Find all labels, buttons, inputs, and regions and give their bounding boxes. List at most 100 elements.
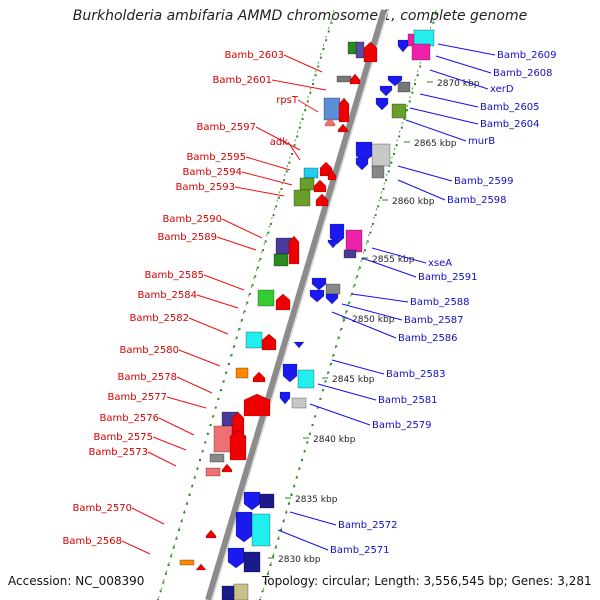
gene-arrow (195, 563, 207, 571)
gene-feature (345, 229, 363, 253)
gene-arrow (229, 429, 247, 461)
leader-line (409, 107, 479, 125)
strand-dot (188, 494, 191, 497)
gene-label: Bamb_2588 (410, 297, 470, 308)
leader-line (277, 529, 329, 551)
leader-line (419, 93, 479, 108)
leader-line (331, 359, 385, 375)
chromosome-backbone (157, 9, 437, 600)
strand-dot (364, 249, 367, 252)
gene-label: xseA (428, 258, 452, 269)
strand-dot (280, 529, 283, 532)
strand-dot (371, 222, 374, 225)
strand-dot (227, 362, 230, 365)
scale-label: 2860 kbp (392, 197, 435, 207)
scale-label: 2850 kbp (352, 315, 395, 325)
gene-label: Bamb_2573 (88, 447, 148, 458)
gene-arrow (338, 97, 350, 123)
gene-label: Bamb_2589 (157, 232, 217, 243)
gene-feature (355, 41, 365, 59)
gene-feature (179, 559, 195, 566)
leader-line (371, 247, 427, 264)
strand-dot (387, 170, 390, 173)
gene-label: Bamb_2608 (493, 68, 553, 79)
gene-label: Bamb_2582 (129, 313, 189, 324)
strand-dot (333, 13, 335, 15)
gene-features (179, 29, 435, 600)
leader-line (158, 417, 195, 436)
strand-dot (345, 310, 348, 313)
gene-arrow (379, 85, 393, 97)
strand-dot (248, 292, 251, 295)
gene-arrow (375, 97, 389, 111)
scale-ticks: 2870 kbp 2865 kbp 2860 kbp 2855 kbp 2850 kbp… (268, 79, 480, 565)
gene-label: Bamb_2586 (398, 333, 458, 344)
strand-dot (262, 249, 265, 252)
gene-label: xerD (490, 84, 514, 95)
strand-dot (406, 109, 409, 112)
strand-dot (311, 82, 314, 85)
strand-dot (392, 152, 395, 155)
strand-dot (277, 537, 280, 540)
gene-feature (336, 75, 352, 83)
gene-arrow (349, 73, 361, 85)
strand-dot (413, 82, 416, 85)
strand-dot (269, 222, 272, 225)
leader-line (331, 311, 397, 339)
gene-label: Bamb_2577 (107, 392, 167, 403)
leader-line (435, 55, 492, 74)
scale-label: 2870 kbp (437, 79, 480, 89)
backbone-highlight (211, 9, 389, 600)
gene-label: Bamb_2601 (212, 75, 272, 86)
leader-line (121, 540, 151, 555)
strand-dot (337, 336, 340, 339)
strand-dot (350, 292, 353, 295)
strand-dot (390, 161, 393, 164)
gene-arrow (221, 463, 233, 473)
strand-dot (403, 117, 406, 120)
gene-label: Bamb_2604 (480, 119, 540, 130)
strand-dot (285, 170, 288, 173)
strand-dot (325, 39, 328, 42)
strand-dot (287, 502, 290, 505)
genome-summary-text: Topology: circular; Length: 3,556,545 bp… (262, 574, 592, 588)
strand-dot (185, 502, 188, 505)
leader-line (221, 218, 263, 239)
gene-feature (323, 97, 341, 121)
strand-dot (298, 126, 301, 129)
leader-line (245, 156, 291, 171)
scale-label: 2840 kbp (313, 435, 356, 445)
gene-arrow (325, 293, 339, 305)
strand-dot (170, 555, 173, 558)
gene-label: Bamb_2571 (330, 545, 390, 556)
gene-label: Bamb_2568 (62, 536, 122, 547)
gene-feature (303, 167, 319, 179)
gene-feature (233, 583, 249, 600)
leader-line (429, 69, 489, 90)
strand-dot (366, 240, 369, 243)
gene-label: Bamb_2587 (404, 315, 464, 326)
strand-dot (266, 572, 269, 575)
strand-dot (167, 564, 170, 567)
strand-dot (348, 301, 351, 304)
strand-dot (332, 354, 335, 357)
strand-dot (382, 187, 385, 190)
gene-label: Bamb_2576 (99, 413, 159, 424)
strand-dot (283, 179, 286, 182)
gene-label: Bamb_2572 (338, 520, 398, 531)
strand-dot (356, 275, 359, 278)
gene-feature (257, 289, 275, 307)
gene-label: murB (468, 136, 495, 147)
gene-feature (391, 103, 407, 119)
strand-dot (183, 511, 186, 514)
gene-arrow (252, 371, 266, 383)
gene-label: Bamb_2603 (224, 50, 284, 61)
strand-dot (230, 354, 233, 357)
strand-dot (353, 284, 356, 287)
strand-dot (369, 231, 372, 234)
strand-dot (159, 590, 162, 593)
leader-line (131, 507, 165, 525)
